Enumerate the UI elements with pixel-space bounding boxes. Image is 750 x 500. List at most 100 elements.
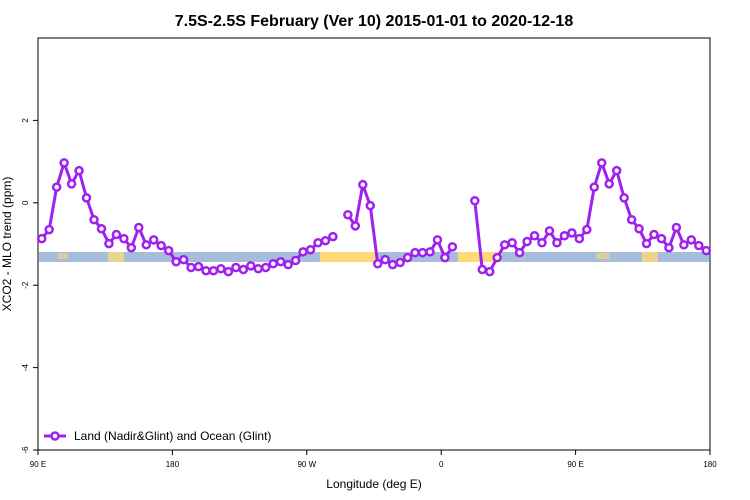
- data-point: [238, 264, 249, 275]
- data-point: [260, 262, 271, 273]
- data-point: [522, 236, 532, 247]
- x-tick-label: 180: [166, 460, 180, 469]
- data-point: [178, 254, 189, 265]
- data-point: [634, 224, 644, 234]
- data-point: [664, 242, 674, 253]
- data-point: [567, 228, 577, 238]
- data-point: [246, 261, 256, 271]
- x-tick-label: 180: [703, 460, 717, 469]
- y-axis-label: XCO2 - MLO trend (ppm): [0, 177, 14, 312]
- data-point: [134, 222, 144, 233]
- data-point: [104, 238, 114, 249]
- data-point: [402, 252, 413, 263]
- data-point: [544, 226, 555, 236]
- data-point: [305, 245, 316, 255]
- data-point: [679, 240, 689, 250]
- data-point: [111, 229, 122, 240]
- plot-frame: [37, 37, 711, 451]
- data-point: [275, 256, 286, 267]
- data-point: [626, 214, 637, 225]
- data-point: [156, 240, 166, 251]
- land-strip: [596, 253, 610, 259]
- y-tick-label: -4: [21, 363, 30, 371]
- data-point: [447, 242, 458, 252]
- legend-label: Land (Nadir&Glint) and Ocean (Glint): [74, 429, 271, 443]
- data-point: [477, 264, 488, 275]
- data-point: [574, 233, 585, 244]
- chart-title: 7.5S-2.5S February (Ver 10) 2015-01-01 t…: [175, 13, 574, 30]
- data-point: [395, 257, 405, 268]
- data-point: [66, 179, 77, 189]
- data-point: [283, 259, 293, 270]
- data-point: [313, 238, 323, 248]
- data-point: [470, 195, 480, 206]
- data-point: [499, 240, 510, 250]
- data-point: [163, 245, 174, 256]
- data-point: [686, 235, 697, 245]
- data-point: [432, 235, 443, 245]
- data-point: [365, 200, 376, 211]
- data-point: [223, 266, 234, 277]
- land-strip: [320, 252, 378, 262]
- data-point: [492, 252, 502, 263]
- x-tick-label: 90 W: [297, 460, 316, 469]
- data-point: [358, 179, 368, 190]
- data-point: [119, 233, 129, 244]
- data-point: [372, 259, 383, 269]
- data-point: [44, 224, 54, 235]
- data-point: [589, 182, 600, 192]
- data-point: [290, 255, 301, 266]
- data-point: [96, 224, 107, 234]
- data-point: [507, 238, 517, 248]
- x-axis-label: Longitude (deg E): [326, 477, 421, 491]
- y-tick-label: 2: [21, 118, 30, 123]
- data-point: [320, 235, 331, 246]
- data-point: [148, 235, 159, 245]
- data-point: [417, 247, 428, 258]
- y-tick-label: 0: [21, 200, 30, 205]
- data-point: [529, 231, 540, 241]
- y-tick-label: -6: [21, 446, 30, 454]
- data-point: [425, 247, 435, 257]
- land-ocean-strip: [39, 252, 709, 262]
- land-strip: [642, 252, 658, 262]
- data-point: [208, 266, 219, 276]
- data-point: [656, 233, 667, 244]
- data-point: [141, 240, 152, 250]
- x-tick-label: 90 E: [30, 460, 46, 469]
- data-point: [380, 254, 390, 265]
- data-point: [552, 238, 562, 248]
- data-point: [596, 158, 607, 168]
- data-point: [59, 158, 69, 168]
- data-point: [537, 238, 547, 248]
- data-point: [484, 266, 495, 277]
- x-tick-label: 90 E: [567, 460, 583, 469]
- data-point: [649, 229, 659, 240]
- data-point: [619, 193, 629, 203]
- data-point: [559, 231, 570, 241]
- data-point: [328, 231, 338, 242]
- data-point: [514, 247, 525, 258]
- data-point: [350, 221, 361, 231]
- data-point: [253, 263, 264, 274]
- data-point: [51, 182, 62, 192]
- data-point: [641, 238, 652, 249]
- y-tick-label: -2: [21, 281, 30, 289]
- x-tick-label: 0: [439, 460, 444, 469]
- data-point: [440, 252, 450, 263]
- data-point: [343, 209, 353, 220]
- data-point: [611, 165, 622, 176]
- data-point: [582, 224, 592, 235]
- data-point: [201, 266, 211, 276]
- data-point: [216, 263, 226, 274]
- land-strip: [108, 252, 124, 262]
- data-point: [171, 256, 181, 267]
- data-point: [298, 247, 308, 257]
- data-point: [81, 193, 92, 203]
- data-point: [36, 233, 47, 244]
- data-point: [671, 222, 682, 233]
- data-point: [89, 214, 99, 225]
- data-point: [231, 262, 241, 273]
- legend-marker: [50, 431, 60, 441]
